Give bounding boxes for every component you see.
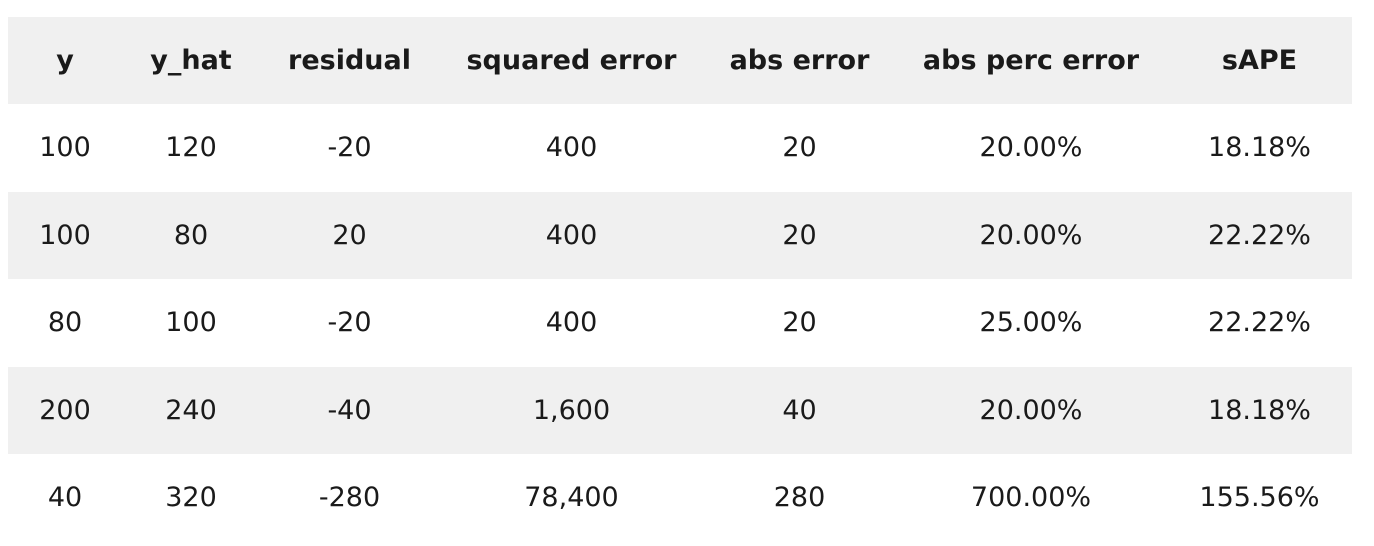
table-row: 80 100 -20 400 20 25.00% 22.22% xyxy=(8,279,1352,367)
cell-y: 40 xyxy=(47,482,83,514)
error-metrics-table: y y_hat residual squared error abs error… xyxy=(8,17,1352,542)
cell-y-hat: 100 xyxy=(165,307,217,339)
cell-squared-error: 1,600 xyxy=(532,394,611,426)
table-row: 40 320 -280 78,400 280 700.00% 155.56% xyxy=(8,454,1352,542)
cell-abs-error: 40 xyxy=(782,394,817,426)
cell-abs-error: 20 xyxy=(782,132,817,164)
cell-sape: 18.18% xyxy=(1208,132,1311,164)
cell-residual: -40 xyxy=(327,394,372,426)
cell-abs-perc-error: 25.00% xyxy=(979,307,1083,339)
cell-abs-perc-error: 20.00% xyxy=(979,219,1083,251)
header-abs-perc-error: abs perc error xyxy=(922,45,1140,76)
cell-y: 100 xyxy=(39,132,91,164)
cell-abs-perc-error: 700.00% xyxy=(970,482,1092,514)
cell-y-hat: 80 xyxy=(173,219,209,251)
cell-y: 100 xyxy=(39,219,91,251)
table-row: 200 240 -40 1,600 40 20.00% 18.18% xyxy=(8,366,1352,454)
table-row: 100 120 -20 400 20 20.00% 18.18% xyxy=(8,104,1352,192)
header-row: y y_hat residual squared error abs error… xyxy=(8,17,1352,104)
cell-residual: -20 xyxy=(327,132,372,164)
header-sape: sAPE xyxy=(1221,45,1298,76)
cell-y-hat: 240 xyxy=(165,394,217,426)
cell-abs-error: 20 xyxy=(782,219,817,251)
cell-squared-error: 400 xyxy=(545,219,598,251)
cell-y-hat: 320 xyxy=(165,482,217,514)
cell-abs-perc-error: 20.00% xyxy=(979,132,1083,164)
cell-y: 200 xyxy=(39,394,91,426)
cell-sape: 155.56% xyxy=(1199,482,1320,514)
cell-abs-perc-error: 20.00% xyxy=(979,394,1083,426)
cell-y: 80 xyxy=(47,307,83,339)
cell-squared-error: 78,400 xyxy=(524,482,619,514)
header-residual: residual xyxy=(288,45,411,76)
cell-y-hat: 120 xyxy=(165,132,217,164)
cell-residual: 20 xyxy=(332,219,367,251)
cell-abs-error: 280 xyxy=(773,482,826,514)
cell-squared-error: 400 xyxy=(545,307,598,339)
header-y-hat: y_hat xyxy=(150,45,232,76)
cell-residual: -20 xyxy=(327,307,372,339)
header-y: y xyxy=(56,45,74,76)
cell-abs-error: 20 xyxy=(782,307,817,339)
cell-residual: -280 xyxy=(318,482,381,514)
header-abs-error: abs error xyxy=(729,45,870,76)
header-squared-error: squared error xyxy=(466,45,677,76)
cell-sape: 22.22% xyxy=(1208,219,1311,251)
cell-squared-error: 400 xyxy=(545,132,598,164)
table-row: 100 80 20 400 20 20.00% 22.22% xyxy=(8,191,1352,279)
cell-sape: 22.22% xyxy=(1208,307,1311,339)
cell-sape: 18.18% xyxy=(1208,394,1311,426)
